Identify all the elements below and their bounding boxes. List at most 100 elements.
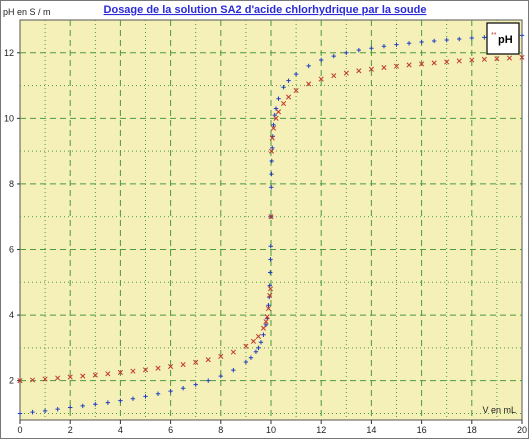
legend: ** pH	[486, 22, 520, 55]
data-point	[293, 71, 299, 77]
data-point	[269, 158, 274, 164]
data-point	[55, 406, 60, 412]
data-point	[205, 357, 211, 363]
x-tick-label: 0	[17, 425, 22, 435]
data-point	[444, 37, 449, 43]
x-tick-label: 18	[467, 425, 477, 435]
series-2	[17, 54, 525, 384]
data-point	[267, 286, 274, 292]
data-point	[319, 57, 324, 63]
data-point	[230, 349, 236, 355]
data-point	[393, 63, 400, 69]
data-point	[261, 332, 266, 337]
data-point	[143, 394, 148, 399]
data-point	[482, 35, 487, 40]
data-point	[268, 214, 274, 220]
data-point	[231, 367, 236, 373]
data-point	[343, 70, 349, 76]
data-point	[431, 60, 437, 66]
data-point	[250, 338, 256, 344]
chart-title: Dosage de la solution SA2 d'acide chlorh…	[104, 4, 427, 16]
data-point	[29, 377, 36, 383]
y-tick-label: 12	[4, 48, 14, 58]
data-point	[268, 257, 273, 262]
data-point	[406, 41, 412, 46]
data-point	[218, 353, 224, 359]
data-point	[306, 81, 312, 87]
legend-box	[486, 22, 520, 55]
data-point	[269, 171, 274, 177]
grid	[20, 20, 522, 420]
data-point	[55, 375, 61, 381]
data-point	[286, 78, 291, 83]
x-axis-label: V en mL	[482, 405, 516, 415]
data-point	[248, 355, 254, 360]
data-point	[481, 56, 487, 62]
data-point	[344, 50, 349, 55]
data-point	[419, 39, 424, 45]
data-point	[93, 402, 98, 407]
data-point	[273, 115, 279, 121]
data-point	[266, 303, 271, 308]
x-tick-label: 14	[366, 425, 376, 435]
x-tick-label: 10	[266, 425, 276, 435]
data-point	[276, 96, 281, 101]
data-point	[267, 283, 272, 288]
data-point	[280, 101, 287, 107]
x-tick-label: 8	[218, 425, 223, 435]
data-point	[269, 185, 274, 190]
x-tick-label: 2	[68, 425, 73, 435]
data-point	[130, 368, 136, 374]
y-tick-label: 8	[9, 179, 14, 189]
data-point	[168, 364, 174, 370]
data-point	[42, 376, 48, 382]
data-point	[180, 385, 186, 391]
data-point	[218, 373, 223, 379]
data-point	[243, 359, 249, 365]
data-point	[256, 345, 261, 351]
data-point	[155, 391, 161, 396]
data-point	[356, 68, 362, 74]
data-point	[494, 56, 500, 62]
data-point	[118, 398, 123, 403]
data-point	[243, 343, 249, 349]
data-point	[457, 36, 462, 42]
data-series	[17, 33, 525, 416]
y-axis-label: pH en S / m	[3, 7, 51, 17]
data-point	[193, 382, 198, 387]
data-point	[260, 325, 267, 331]
data-point	[469, 35, 474, 41]
data-point	[293, 87, 299, 94]
data-point	[431, 38, 437, 44]
data-point	[419, 61, 425, 67]
data-point	[17, 411, 23, 416]
data-point	[519, 33, 525, 38]
data-point	[394, 42, 399, 47]
data-point	[42, 408, 48, 414]
x-tick-label: 16	[417, 425, 427, 435]
data-point	[381, 64, 387, 71]
data-point	[318, 76, 324, 82]
data-point	[17, 378, 23, 384]
data-point	[267, 292, 273, 298]
x-tick-label: 20	[517, 425, 527, 435]
data-point	[286, 94, 292, 100]
data-point	[268, 244, 273, 249]
data-point	[130, 396, 136, 401]
data-point	[406, 62, 412, 68]
data-point	[180, 362, 186, 368]
data-point	[67, 374, 73, 380]
data-point	[263, 319, 269, 325]
data-point	[105, 371, 111, 377]
data-point	[258, 340, 264, 345]
data-point	[456, 58, 462, 64]
data-point	[306, 63, 311, 69]
data-point	[30, 409, 35, 415]
data-point	[519, 54, 525, 60]
data-point	[368, 66, 374, 72]
data-point	[369, 45, 374, 51]
data-point	[271, 122, 276, 128]
data-point	[270, 145, 275, 151]
data-point	[469, 57, 475, 63]
